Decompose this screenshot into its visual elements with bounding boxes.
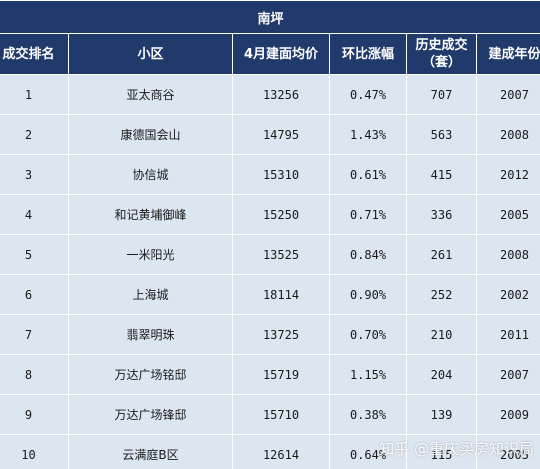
table-row: 3 协信城 15310 0.61% 415 2012 [0, 154, 540, 195]
cell-history-deals: 707 [406, 74, 477, 115]
cell-built-year: 2007 [475, 74, 540, 115]
cell-rank: 8 [0, 354, 69, 395]
table-row: 2 康德国会山 14795 1.43% 563 2008 [0, 114, 540, 155]
cell-avg-price: 13725 [232, 314, 330, 355]
table-row: 1 亚太商谷 13256 0.47% 707 2007 [0, 74, 540, 115]
cell-history-deals: 415 [406, 154, 477, 195]
cell-mom-change: 0.71% [329, 194, 407, 235]
cell-mom-change: 0.70% [329, 314, 407, 355]
table-row: 4 和记黄埔御峰 15250 0.71% 336 2005 [0, 194, 540, 235]
cell-built-year: 2012 [475, 154, 540, 195]
table-row: 8 万达广场铭邸 15719 1.15% 204 2007 [0, 354, 540, 395]
cell-history-deals: 139 [406, 394, 477, 435]
cell-avg-price: 15250 [232, 194, 330, 235]
cell-community: 亚太商谷 [68, 74, 233, 115]
cell-mom-change: 0.90% [329, 274, 407, 315]
header-rank: 成交排名 [0, 33, 69, 75]
table-row: 9 万达广场锋邸 15710 0.38% 139 2009 [0, 394, 540, 435]
header-mom-change: 环比涨幅 [329, 33, 407, 75]
cell-avg-price: 15710 [232, 394, 330, 435]
cell-built-year: 2005 [475, 434, 540, 469]
cell-avg-price: 12614 [232, 434, 330, 469]
cell-avg-price: 14795 [232, 114, 330, 155]
cell-built-year: 2007 [475, 354, 540, 395]
cell-mom-change: 0.64% [329, 434, 407, 469]
cell-built-year: 2002 [475, 274, 540, 315]
header-community: 小区 [68, 33, 233, 75]
cell-built-year: 2009 [475, 394, 540, 435]
cell-built-year: 2011 [475, 314, 540, 355]
cell-mom-change: 0.61% [329, 154, 407, 195]
header-history-deals: 历史成交 （套） [406, 33, 477, 75]
cell-mom-change: 1.15% [329, 354, 407, 395]
cell-avg-price: 13525 [232, 234, 330, 275]
cell-mom-change: 0.38% [329, 394, 407, 435]
cell-history-deals: 210 [406, 314, 477, 355]
cell-avg-price: 15719 [232, 354, 330, 395]
cell-community: 万达广场铭邸 [68, 354, 233, 395]
cell-community: 万达广场锋邸 [68, 394, 233, 435]
cell-rank: 5 [0, 234, 69, 275]
cell-rank: 1 [0, 74, 69, 115]
cell-rank: 4 [0, 194, 69, 235]
table-title: 南坪 [0, 0, 540, 34]
cell-mom-change: 1.43% [329, 114, 407, 155]
cell-community: 康德国会山 [68, 114, 233, 155]
table-row: 10 云满庭B区 12614 0.64% 115 2005 [0, 434, 540, 469]
table-row: 7 翡翠明珠 13725 0.70% 210 2011 [0, 314, 540, 355]
cell-rank: 2 [0, 114, 69, 155]
cell-community: 一米阳光 [68, 234, 233, 275]
cell-history-deals: 252 [406, 274, 477, 315]
table-row: 6 上海城 18114 0.90% 252 2002 [0, 274, 540, 315]
table-row: 5 一米阳光 13525 0.84% 261 2008 [0, 234, 540, 275]
header-built-year: 建成年份 [475, 33, 540, 75]
cell-mom-change: 0.47% [329, 74, 407, 115]
cell-community: 协信城 [68, 154, 233, 195]
cell-history-deals: 204 [406, 354, 477, 395]
cell-community: 翡翠明珠 [68, 314, 233, 355]
cell-rank: 9 [0, 394, 69, 435]
header-avg-price: 4月建面均价 [232, 33, 330, 75]
cell-mom-change: 0.84% [329, 234, 407, 275]
cell-rank: 7 [0, 314, 69, 355]
cell-built-year: 2008 [475, 234, 540, 275]
cell-built-year: 2008 [475, 114, 540, 155]
cell-avg-price: 15310 [232, 154, 330, 195]
cell-community: 上海城 [68, 274, 233, 315]
cell-history-deals: 261 [406, 234, 477, 275]
cell-rank: 10 [0, 434, 69, 469]
cell-avg-price: 13256 [232, 74, 330, 115]
cell-built-year: 2005 [475, 194, 540, 235]
cell-rank: 6 [0, 274, 69, 315]
cell-history-deals: 563 [406, 114, 477, 155]
cell-rank: 3 [0, 154, 69, 195]
cell-avg-price: 18114 [232, 274, 330, 315]
watermark: 知乎 @重庆买房知识局 [379, 440, 534, 458]
cell-history-deals: 336 [406, 194, 477, 235]
cell-community: 云满庭B区 [68, 434, 233, 469]
cell-community: 和记黄埔御峰 [68, 194, 233, 235]
